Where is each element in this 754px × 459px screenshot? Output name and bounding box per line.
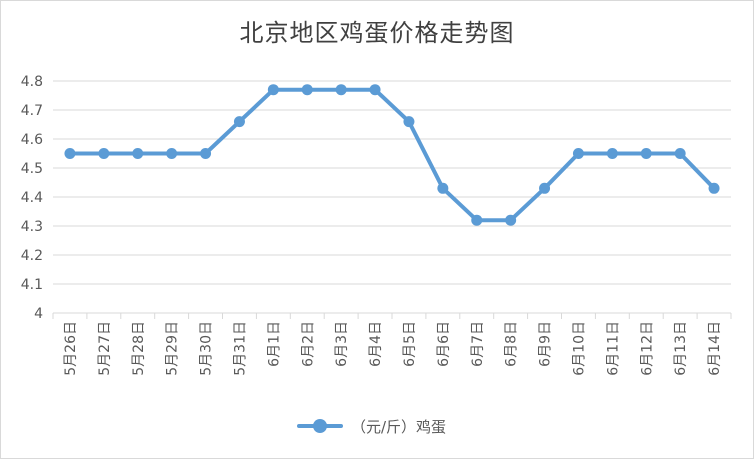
series-line	[67, 87, 717, 223]
data-point	[606, 148, 618, 159]
data-point	[708, 182, 720, 194]
data-point	[640, 148, 652, 159]
x-tick-label: 6月12日	[639, 321, 655, 376]
x-tick-label: 6月5日	[402, 321, 418, 367]
y-tick-label: 4.4	[21, 190, 43, 206]
data-point	[572, 148, 584, 159]
data-point	[505, 214, 517, 226]
data-point	[369, 84, 381, 96]
x-tick-label: 5月29日	[165, 321, 181, 376]
data-point	[98, 148, 110, 159]
x-tick-label: 6月9日	[538, 321, 554, 367]
data-point	[471, 214, 483, 226]
x-tick-label: 6月13日	[673, 321, 689, 376]
data-point	[166, 148, 178, 159]
x-tick-label: 5月27日	[97, 321, 113, 376]
x-tick-label: 6月2日	[300, 321, 316, 367]
x-tick-label: 6月10日	[571, 321, 587, 376]
x-tick-label: 6月6日	[436, 321, 452, 367]
x-tick-label: 6月7日	[470, 321, 486, 367]
x-tick-label: 6月14日	[707, 321, 723, 376]
y-tick-label: 4.2	[21, 248, 43, 264]
data-point	[267, 84, 279, 96]
x-tick-label: 6月4日	[368, 321, 384, 367]
data-point	[200, 148, 212, 159]
data-point	[64, 148, 76, 159]
chart-title: 北京地区鸡蛋价格走势图	[239, 19, 515, 47]
x-tick-label: 6月11日	[605, 321, 621, 376]
data-point	[301, 84, 313, 96]
x-tick-label: 5月30日	[199, 321, 215, 376]
data-point	[674, 148, 686, 159]
y-tick-label: 4.3	[21, 219, 43, 235]
x-tick-label: 5月26日	[63, 321, 79, 376]
x-tick-label: 5月31日	[232, 321, 248, 376]
x-tick-label: 5月28日	[131, 321, 147, 376]
y-tick-label: 4.8	[21, 74, 43, 90]
legend-label: （元/斤）鸡蛋	[351, 417, 447, 436]
y-tick-label: 4.6	[21, 132, 43, 148]
data-point	[132, 148, 144, 159]
data-point	[335, 84, 347, 96]
data-point	[233, 116, 245, 128]
y-tick-label: 4	[34, 306, 43, 322]
x-tick-label: 6月8日	[504, 321, 520, 367]
x-tick-label: 6月3日	[334, 321, 350, 367]
data-point	[539, 182, 551, 194]
legend: （元/斤）鸡蛋	[297, 415, 446, 437]
x-tick-label: 6月1日	[266, 321, 282, 367]
data-point	[437, 182, 449, 194]
y-tick-label: 4.5	[21, 161, 43, 177]
y-tick-label: 4.1	[21, 277, 43, 293]
data-point	[403, 116, 415, 128]
y-tick-label: 4.7	[21, 103, 43, 119]
legend-swatch	[297, 418, 343, 434]
